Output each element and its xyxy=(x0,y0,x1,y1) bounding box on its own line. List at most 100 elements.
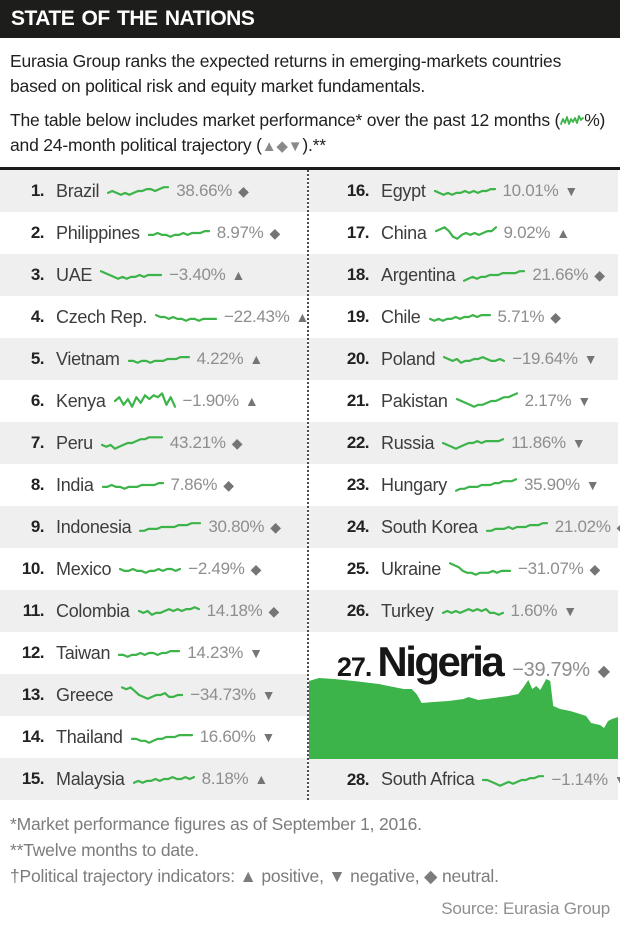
table-row: 15. Malaysia 8.18% ▲ xyxy=(0,758,307,801)
performance-value: 8.18% xyxy=(201,769,249,789)
sparkline-chart xyxy=(100,270,163,281)
performance-value: −31.07% xyxy=(517,559,584,579)
performance-value: 38.66% xyxy=(176,181,233,201)
performance-value: 10.01% xyxy=(502,181,559,201)
sparkline-chart xyxy=(127,356,190,365)
footnote-market-performance: *Market performance figures as of Septem… xyxy=(10,814,422,835)
country-label: Peru xyxy=(56,432,93,453)
table-row: 28. South Africa −1.14% ▼ xyxy=(309,759,620,801)
sparkline-chart xyxy=(113,392,176,409)
performance-value: −2.49% xyxy=(188,559,245,579)
rank-label: 16. xyxy=(346,181,370,201)
table-row: 21. Pakistan 2.17% ▼ xyxy=(309,380,618,422)
sparkline-chart xyxy=(100,436,163,451)
rank-label: 28. xyxy=(346,769,370,789)
nigeria-label: 27. Nigeria −39.79% ◆ xyxy=(337,638,610,686)
table-column-left: 1. Brazil 38.66% ◆ 2. Philippines 8.97% ◆ 3. UAE −… xyxy=(0,170,309,801)
country-label: Pakistan xyxy=(381,390,448,411)
sparkline-chart xyxy=(118,650,181,659)
sparkline-chart xyxy=(433,188,496,197)
table-row: 18. Argentina 21.66% ◆ xyxy=(309,254,618,297)
sparkline-chart xyxy=(443,356,506,365)
country-label: UAE xyxy=(56,264,93,285)
trajectory-indicator-icon: ▼ xyxy=(571,435,586,452)
table-row: 12. Taiwan 14.23% ▼ xyxy=(0,632,307,674)
trajectory-indicator-icon: ◆ xyxy=(231,434,243,451)
trajectory-indicator-icon: ◆ xyxy=(238,182,249,199)
table-row: 1. Brazil 38.66% ◆ xyxy=(0,170,307,213)
sparkline-chart xyxy=(454,478,517,493)
intro-paragraph-1: Eurasia Group ranks the expected returns… xyxy=(10,51,562,96)
rank-label: 6. xyxy=(30,391,45,411)
sparkline-chart xyxy=(448,562,511,577)
table-column-right: 16. Egypt 10.01% ▼ 17. China 9.02% ▲ 18. Argentin… xyxy=(309,170,620,801)
country-label: Philippines xyxy=(56,222,140,243)
trajectory-indicator-icon: ▲ xyxy=(244,393,259,410)
trajectory-indicator-icon: ▲ xyxy=(556,225,571,242)
rank-label: 5. xyxy=(30,349,45,369)
source-credit: Source: Eurasia Group xyxy=(441,899,610,919)
rank-label: 14. xyxy=(21,727,45,747)
sparkline-legend-icon xyxy=(560,114,585,125)
sparkline-chart xyxy=(101,482,164,491)
footnote-twelve-months: **Twelve months to date. xyxy=(10,840,199,861)
trajectory-indicator-icon: ▼ xyxy=(577,393,592,410)
table-row: 13. Greece −34.73% ▼ xyxy=(0,674,307,717)
country-label: Thailand xyxy=(56,726,123,747)
country-label: Argentina xyxy=(381,264,456,285)
sparkline-chart xyxy=(139,522,202,533)
rank-label: 19. xyxy=(346,307,370,327)
trajectory-indicator-icon: ▼ xyxy=(614,772,620,788)
rank-label: 26. xyxy=(346,601,370,621)
trajectory-indicator-icon: ◆ xyxy=(270,518,282,535)
trajectory-indicator-icon: ▼ xyxy=(261,729,276,746)
trajectory-indicator-icon: ◆ xyxy=(250,560,262,577)
country-label: China xyxy=(381,222,427,243)
performance-value: 21.66% xyxy=(532,265,589,285)
rank-label: 8. xyxy=(30,475,45,495)
sparkline-chart xyxy=(482,774,545,787)
rank-label: 7. xyxy=(30,433,45,453)
table-row: 16. Egypt 10.01% ▼ xyxy=(309,170,618,213)
rank-label: 1. xyxy=(30,181,45,201)
divider-rule xyxy=(0,167,620,171)
table-row: 6. Kenya −1.90% ▲ xyxy=(0,380,307,422)
sparkline-chart xyxy=(147,230,210,239)
trajectory-indicator-icon: ▲ xyxy=(231,267,246,284)
footnotes: *Market performance figures as of Septem… xyxy=(0,800,620,919)
country-label: Czech Rep. xyxy=(56,306,148,327)
country-label: Turkey xyxy=(381,600,434,621)
sparkline-chart xyxy=(119,568,182,575)
nigeria-highlight-row: 27. Nigeria −39.79% ◆ xyxy=(309,632,618,760)
rank-label: 11. xyxy=(22,601,45,621)
sparkline-chart xyxy=(455,392,518,409)
rank-label: 10. xyxy=(21,559,45,579)
country-label: Mexico xyxy=(56,558,112,579)
performance-value: −1.90% xyxy=(182,391,240,411)
trajectory-indicator-icon: ◆ xyxy=(617,519,620,536)
table-row: 2. Philippines 8.97% ◆ xyxy=(0,212,307,254)
country-label: Taiwan xyxy=(56,642,111,663)
table-row: 19. Chile 5.71% ◆ xyxy=(309,296,618,338)
table-row: 26. Turkey 1.60% ▼ xyxy=(309,590,618,633)
performance-value: 11.86% xyxy=(511,433,566,453)
trajectory-indicator-icon: ◆ xyxy=(594,266,605,283)
trajectory-indicator-icon: ▼ xyxy=(564,183,579,200)
table-row: 23. Hungary 35.90% ▼ xyxy=(309,464,618,506)
trajectory-indicator-icon: ◆ xyxy=(550,308,562,325)
performance-value: 21.02% xyxy=(554,517,611,537)
sparkline-chart xyxy=(130,734,193,745)
rank-label: 23. xyxy=(346,475,370,495)
country-label: Hungary xyxy=(381,474,447,495)
table-row: 9. Indonesia 30.80% ◆ xyxy=(0,506,307,549)
rank-label: 15. xyxy=(21,769,45,789)
performance-value: 14.23% xyxy=(187,643,244,663)
performance-value: −39.79% xyxy=(512,659,590,682)
performance-value: −34.73% xyxy=(190,685,256,705)
table-row: 14. Thailand 16.60% ▼ xyxy=(0,716,307,758)
trajectory-indicator-icon: ▼ xyxy=(261,687,276,704)
sparkline-chart xyxy=(434,226,497,241)
performance-value: 9.02% xyxy=(503,223,551,243)
country-label: Indonesia xyxy=(56,516,132,537)
trajectory-indicator-icon: ◆ xyxy=(597,663,610,681)
